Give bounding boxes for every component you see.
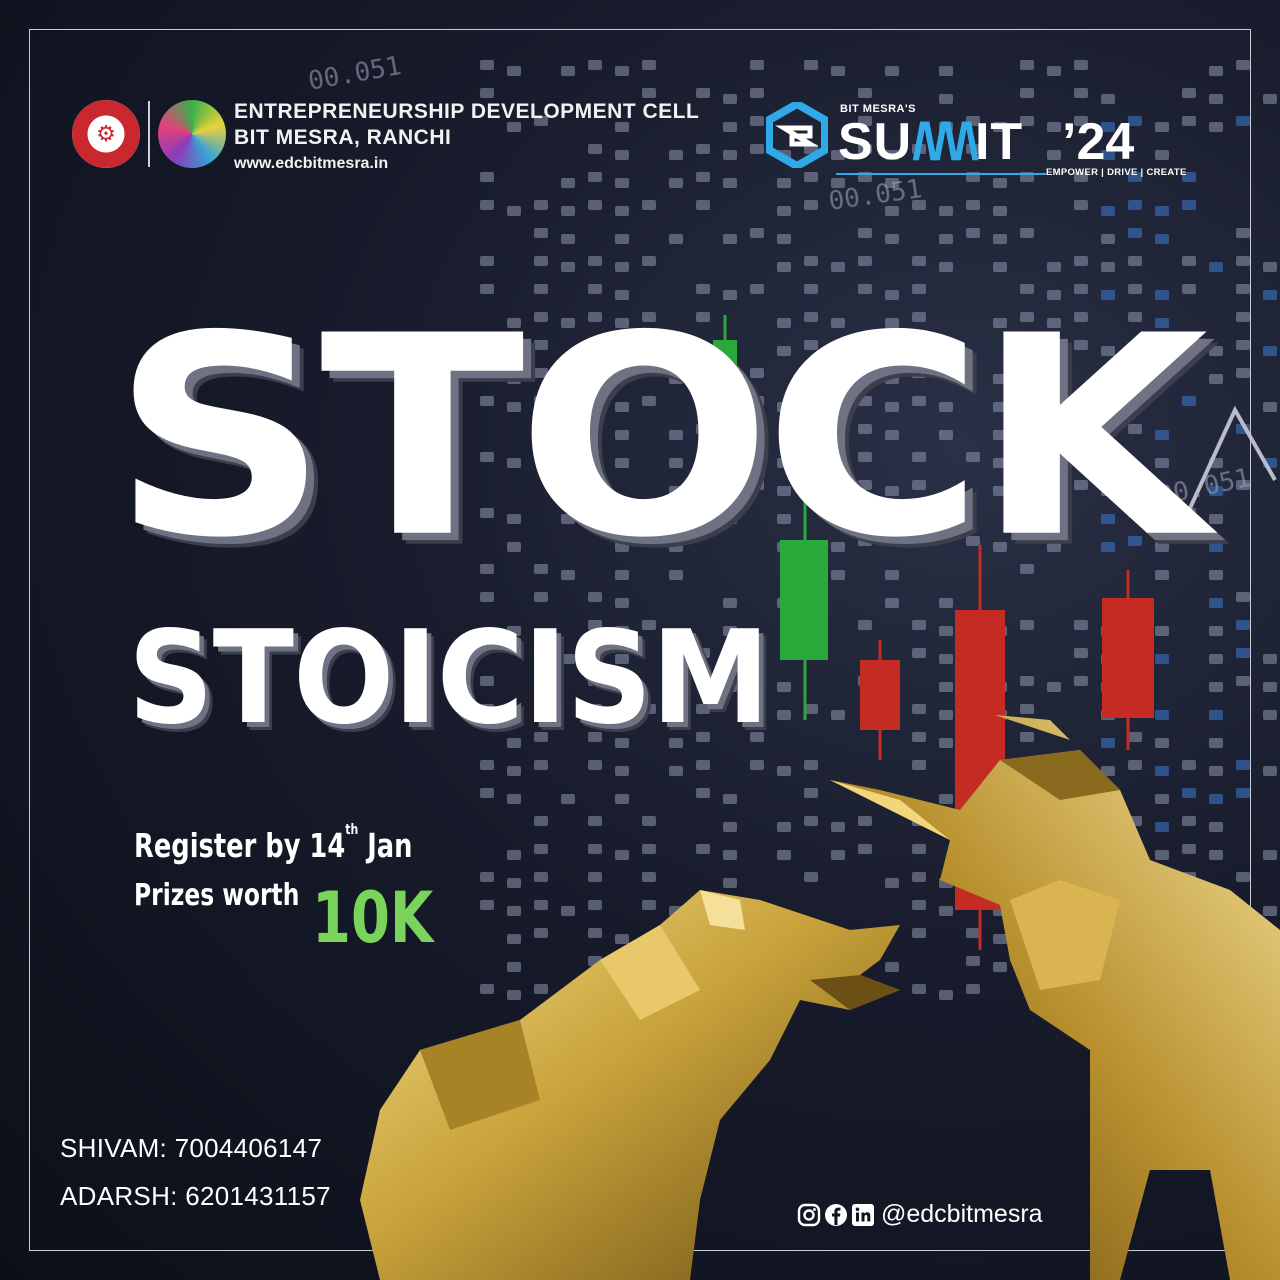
bear-figure <box>360 890 900 1280</box>
prize-label: Prizes worth <box>134 878 300 913</box>
register-deadline: Register by 14th Jan <box>134 822 413 865</box>
social-links: @edcbitmesra <box>797 1200 1043 1229</box>
facebook-icon[interactable] <box>824 1203 848 1227</box>
bull-figure <box>830 715 1280 1280</box>
summit-prefix: BIT MESRA'S <box>840 103 916 115</box>
org-location: BIT MESRA, RANCHI <box>234 126 452 149</box>
summit-word-start: SU <box>838 113 913 171</box>
title-stoicism: STOICISM <box>128 604 770 753</box>
logos: ⚙ <box>72 100 226 168</box>
title-stock: STOCK <box>112 277 1208 599</box>
summit-hexagon-icon <box>766 102 828 168</box>
contact-shivam: SHIVAM: 7004406147 <box>60 1133 323 1163</box>
website-link[interactable]: www.edcbitmesra.in <box>234 155 389 172</box>
summit-underline <box>836 173 1046 175</box>
summit-tagline: EMPOWER | DRIVE | CREATE <box>1046 167 1187 178</box>
register-month: Jan <box>367 826 413 865</box>
social-handle[interactable]: @edcbitmesra <box>881 1200 1043 1228</box>
summit-year: ’24 <box>1062 113 1135 171</box>
register-text: Register by 14 <box>134 826 346 865</box>
logo-divider <box>148 101 150 167</box>
organization-info: ENTREPRENEURSHIP DEVELOPMENT CELL BIT ME… <box>234 99 699 175</box>
org-name: ENTREPRENEURSHIP DEVELOPMENT CELL <box>234 100 700 123</box>
prize-value: 10K <box>312 877 434 959</box>
summit-word-end: IT <box>974 113 1024 171</box>
register-ordinal: th <box>345 822 359 838</box>
instagram-icon[interactable] <box>797 1203 821 1227</box>
summit-word: SU/\/\/\IT <box>838 114 1023 170</box>
summit-m-mark: /\/\/\ <box>912 113 979 171</box>
bit-mesra-logo: ⚙ <box>72 100 140 168</box>
linkedin-icon[interactable] <box>851 1203 875 1227</box>
trend-line <box>1178 405 1277 531</box>
edc-logo <box>158 100 226 168</box>
contact-adarsh: ADARSH: 6201431157 <box>60 1181 331 1211</box>
summit-logo: BIT MESRA'S SU/\/\/\IT ’24 EMPOWER | DRI… <box>766 98 1196 183</box>
